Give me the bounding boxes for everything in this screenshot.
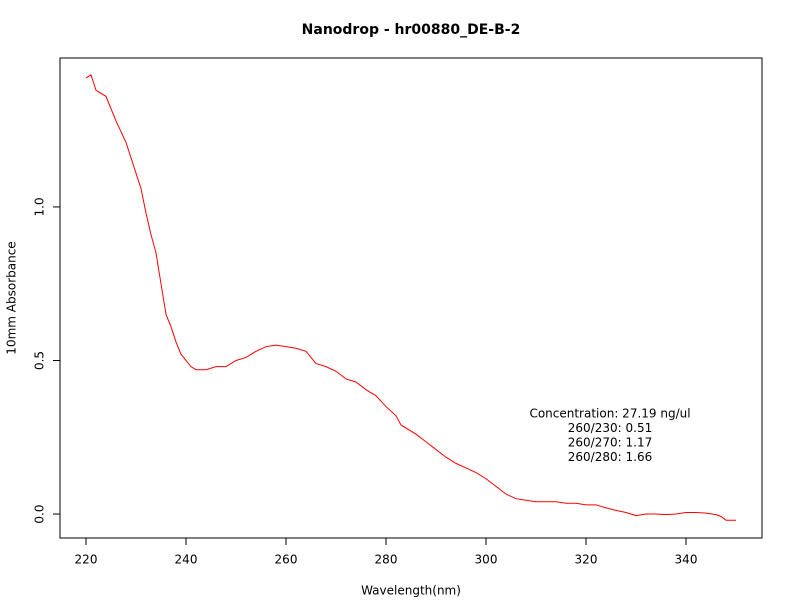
plot-frame <box>59 57 763 539</box>
annotation: 260/280: 1.66 <box>568 450 652 464</box>
y-tick-label: 0.0 <box>33 504 47 523</box>
x-tick-label: 240 <box>175 553 198 567</box>
annotation: 260/230: 0.51 <box>568 421 652 435</box>
x-tick-label: 300 <box>475 553 498 567</box>
x-tick-label: 320 <box>575 553 598 567</box>
x-tick-label: 260 <box>275 553 298 567</box>
data-line <box>85 74 736 521</box>
y-axis-label: 10mm Absorbance <box>5 241 19 354</box>
y-tick-label: 1.0 <box>33 197 47 216</box>
chart-title: Nanodrop - hr00880_DE-B-2 <box>302 22 521 38</box>
x-tick-label: 220 <box>75 553 98 567</box>
x-tick-label: 280 <box>375 553 398 567</box>
annotation: 260/270: 1.17 <box>568 436 652 450</box>
y-tick-label: 0.5 <box>33 351 47 370</box>
annotation: Concentration: 27.19 ng/ul <box>529 407 690 421</box>
x-tick-label: 340 <box>675 553 698 567</box>
x-axis-label: Wavelength(nm) <box>361 584 461 598</box>
